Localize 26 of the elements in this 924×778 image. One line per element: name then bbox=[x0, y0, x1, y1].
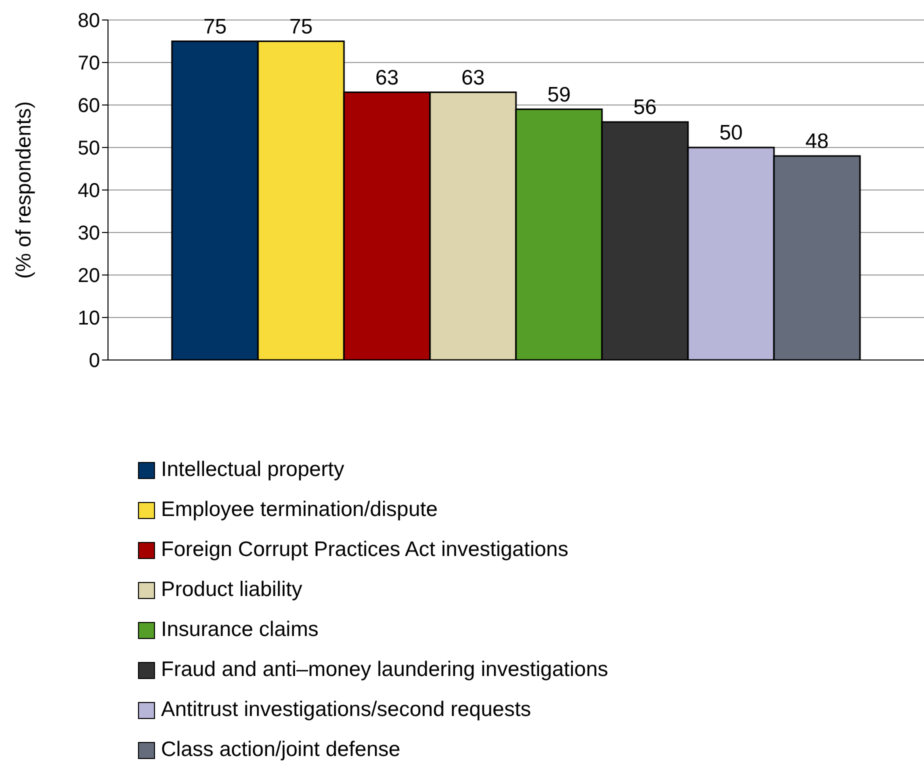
data-label: 56 bbox=[633, 96, 657, 119]
y-tick-label: 80 bbox=[78, 10, 100, 32]
legend-label: Class action/joint defense bbox=[161, 738, 400, 762]
y-tick-label: 30 bbox=[78, 222, 100, 245]
legend-label: Insurance claims bbox=[161, 618, 319, 642]
y-tick-label: 60 bbox=[78, 95, 100, 118]
data-label: 75 bbox=[289, 15, 313, 38]
y-tick-label: 50 bbox=[78, 138, 100, 160]
data-label: 75 bbox=[203, 15, 227, 38]
legend-label: Foreign Corrupt Practices Act investigations bbox=[161, 538, 568, 562]
data-label: 50 bbox=[719, 122, 743, 144]
data-label: 63 bbox=[375, 66, 399, 90]
data-label: 59 bbox=[547, 83, 571, 106]
y-tick-label: 20 bbox=[78, 265, 100, 288]
y-tick-label: 10 bbox=[78, 308, 100, 330]
legend-label: Antitrust investigations/second requests bbox=[161, 698, 532, 722]
y-tick-label: 70 bbox=[78, 52, 100, 75]
legend-label: Fraud and anti–money laundering investigations bbox=[161, 658, 608, 682]
legend-label: Product liability bbox=[161, 578, 302, 602]
data-label: 63 bbox=[461, 66, 485, 90]
y-tick-label: 0 bbox=[88, 350, 100, 372]
legend-label: Employee termination/dispute bbox=[161, 498, 438, 522]
data-label: 48 bbox=[805, 130, 829, 153]
y-tick-label: 40 bbox=[78, 180, 100, 202]
y-axis-title: (% of respondents) bbox=[12, 101, 36, 279]
legend-label: Intellectual property bbox=[161, 458, 344, 482]
